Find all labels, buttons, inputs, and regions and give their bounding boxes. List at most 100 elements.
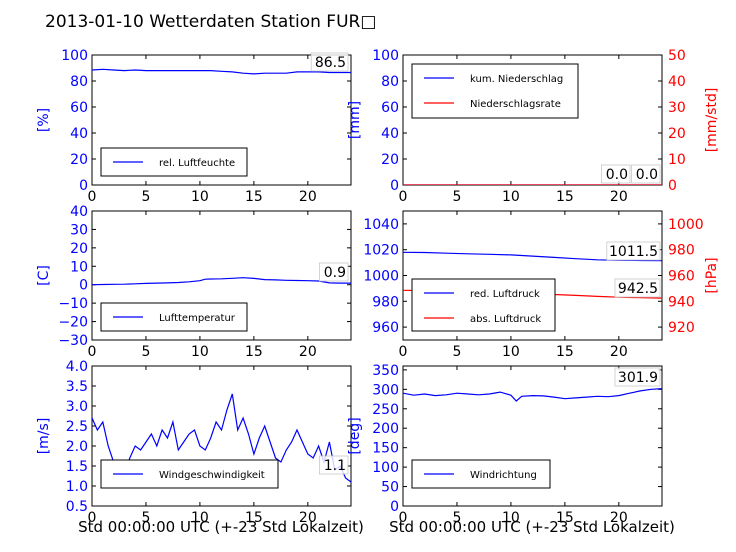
value-label-box bbox=[318, 262, 349, 282]
x-tick-label: 10 bbox=[502, 510, 520, 526]
x-tick-label: 10 bbox=[191, 510, 209, 526]
series-line bbox=[92, 277, 351, 286]
x-tick-label: 0 bbox=[88, 189, 97, 205]
y2-tick-label: 0 bbox=[668, 178, 677, 194]
legend: red. Luftdruck abs. Luftdruck bbox=[411, 278, 556, 332]
x-tick-label: 10 bbox=[502, 189, 520, 205]
y-axis-label: [C] bbox=[36, 265, 52, 286]
y-tick-label: 100 bbox=[372, 460, 399, 476]
x-tick-label: 15 bbox=[245, 344, 263, 360]
y-tick-label: 20 bbox=[70, 241, 88, 257]
y-tick-label: −30 bbox=[58, 333, 88, 349]
plot-frame bbox=[91, 365, 352, 507]
y2-tick-label: 980 bbox=[668, 243, 695, 259]
chart-panel: 0 5 10 15 20 −30 −20 −10 0 10 20 30 40 [C] Lufttempera… bbox=[36, 204, 352, 360]
y-tick-label: 30 bbox=[70, 222, 88, 238]
legend-entry: abs. Luftdruck bbox=[470, 314, 541, 325]
y-tick-label: 0 bbox=[79, 178, 88, 194]
y2-tick-label: 50 bbox=[668, 48, 686, 64]
y-tick-label: 2.0 bbox=[66, 439, 88, 455]
y2-tick-label: 20 bbox=[668, 126, 686, 142]
y-tick-label: 200 bbox=[372, 421, 399, 437]
y-tick-label: 1040 bbox=[363, 217, 399, 233]
x-tick-label: 5 bbox=[452, 189, 461, 205]
legend-entry: Lufttemperatur bbox=[159, 313, 236, 324]
y2-axis-label: [mm/std] bbox=[704, 88, 720, 153]
y-tick-label: 10 bbox=[70, 259, 88, 275]
chart-panel: 0 5 10 15 20 0 20 40 60 80 100 [%] rel. Luftfeuchte 8… bbox=[36, 48, 352, 205]
y-axis-label: [mm] bbox=[347, 101, 363, 139]
legend: Windgeschwindigkeit bbox=[100, 459, 279, 489]
y2-tick-label: 1000 bbox=[668, 217, 704, 233]
y-tick-label: 1.5 bbox=[66, 459, 88, 475]
y-tick-label: 80 bbox=[70, 74, 88, 90]
legend-entry: rel. Luftfeuchte bbox=[159, 158, 235, 169]
x-tick-label: 20 bbox=[299, 344, 317, 360]
y-tick-label: 60 bbox=[70, 100, 88, 116]
x-tick-label: 0 bbox=[399, 344, 408, 360]
series-line bbox=[92, 393, 351, 483]
x-tick-label: 20 bbox=[610, 344, 628, 360]
x-axis-label-left: Std 00:00:00 UTC (+-23 Std Lokalzeit) bbox=[78, 518, 364, 536]
plot-frame bbox=[91, 54, 352, 186]
y2-tick-label: 940 bbox=[668, 294, 695, 310]
y-tick-label: 100 bbox=[61, 48, 88, 64]
x-tick-label: 0 bbox=[399, 189, 408, 205]
x-tick-label: 10 bbox=[191, 344, 209, 360]
y-tick-label: 0 bbox=[390, 499, 399, 515]
y-axis-label: [m/s] bbox=[36, 418, 52, 455]
x-tick-label: 20 bbox=[610, 189, 628, 205]
value-label: 1.1 bbox=[324, 458, 346, 474]
value-label: 301.9 bbox=[618, 370, 658, 386]
legend-entry: Niederschlagsrate bbox=[470, 99, 561, 110]
y-tick-label: −10 bbox=[58, 296, 88, 312]
x-tick-label: 5 bbox=[452, 344, 461, 360]
x-tick-label: 0 bbox=[88, 344, 97, 360]
value-label-box bbox=[601, 164, 631, 184]
y-axis-label: [deg] bbox=[347, 417, 363, 454]
y-tick-label: 1.0 bbox=[66, 479, 88, 495]
x-tick-label: 5 bbox=[141, 510, 150, 526]
series-line bbox=[403, 388, 662, 402]
y-tick-label: 0 bbox=[79, 278, 88, 294]
y-tick-label: 250 bbox=[372, 402, 399, 418]
legend-box bbox=[411, 63, 579, 119]
x-tick-label: 5 bbox=[141, 344, 150, 360]
y-tick-label: 3.5 bbox=[66, 379, 88, 395]
y-axis-label: [%] bbox=[36, 108, 52, 132]
y-tick-label: 0.5 bbox=[66, 499, 88, 515]
value-label-box bbox=[614, 367, 661, 387]
y-tick-label: 50 bbox=[381, 480, 399, 496]
y-tick-label: −20 bbox=[58, 315, 88, 331]
value-label: 942.5 bbox=[618, 281, 658, 297]
x-tick-label: 20 bbox=[299, 189, 317, 205]
legend-entry: Windrichtung bbox=[470, 470, 537, 481]
x-tick-label: 15 bbox=[245, 189, 263, 205]
chart-panel: 0 5 10 15 20 960 980 1000 1020 1040 920 940 960 980 10… bbox=[363, 210, 720, 360]
chart-panel: 0 5 10 15 20050100150200250300350[deg]Windri… bbox=[347, 363, 663, 526]
y-tick-label: 150 bbox=[372, 441, 399, 457]
plot-frame bbox=[402, 365, 663, 507]
legend: Windrichtung bbox=[411, 459, 551, 489]
y-tick-label: 100 bbox=[372, 48, 399, 64]
x-axis-label-right: Std 00:00:00 UTC (+-23 Std Lokalzeit) bbox=[389, 518, 675, 536]
value-label-box bbox=[614, 278, 661, 298]
y-tick-label: 20 bbox=[70, 152, 88, 168]
y-tick-label: 3.0 bbox=[66, 399, 88, 415]
figure-title: 2013-01-10 Wetterdaten Station FUR□ bbox=[45, 12, 376, 32]
y2-tick-label: 10 bbox=[668, 152, 686, 168]
value-label: 0.9 bbox=[324, 265, 346, 281]
x-tick-label: 10 bbox=[502, 344, 520, 360]
value-label: 86.5 bbox=[315, 55, 346, 71]
legend: Lufttemperatur bbox=[100, 302, 248, 332]
y-tick-label: 2.5 bbox=[66, 419, 88, 435]
y-tick-label: 300 bbox=[372, 382, 399, 398]
x-tick-label: 15 bbox=[556, 344, 574, 360]
y-tick-label: 80 bbox=[381, 74, 399, 90]
y2-tick-label: 40 bbox=[668, 74, 686, 90]
value-label: 0.0 bbox=[636, 167, 658, 183]
y2-tick-label: 30 bbox=[668, 100, 686, 116]
y-tick-label: 60 bbox=[381, 100, 399, 116]
y-tick-label: 960 bbox=[372, 320, 399, 336]
legend-box bbox=[411, 278, 556, 332]
